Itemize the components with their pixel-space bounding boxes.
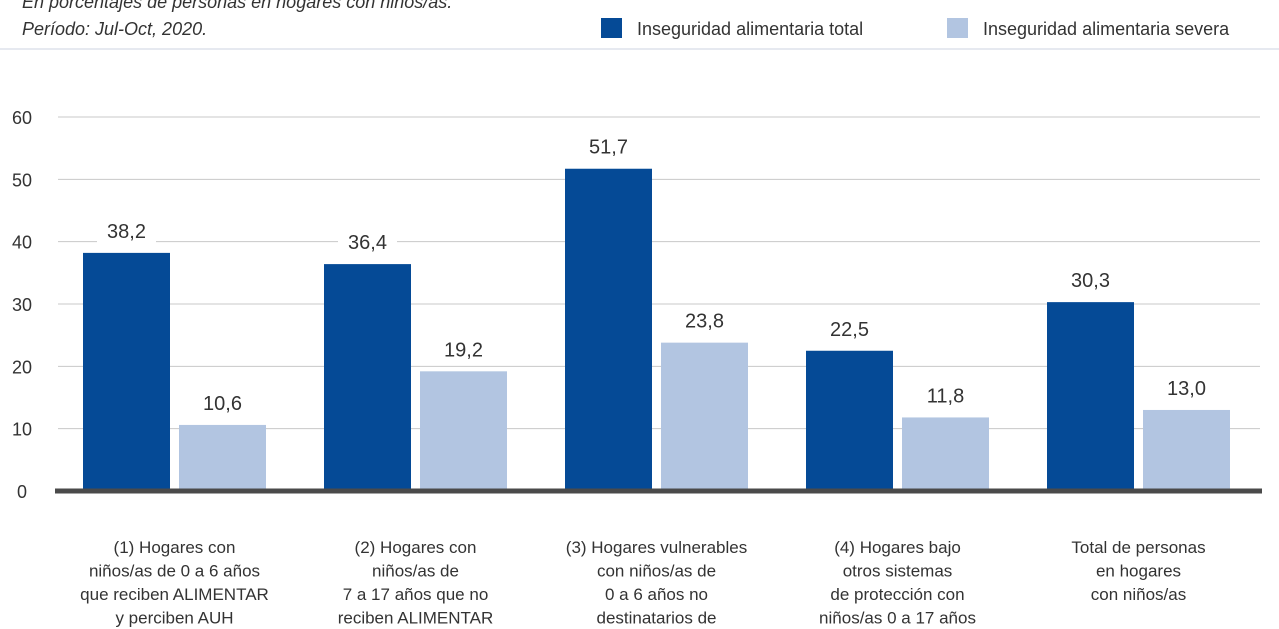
bar [902,417,989,491]
x-tick-label: niños/as 0 a 17 años [819,609,976,628]
value-label: 36,4 [348,232,387,254]
value-label: 30,3 [1071,270,1110,292]
bar [324,264,411,491]
bar [1047,302,1134,491]
value-label: 38,2 [107,221,146,243]
x-tick-label: niños/as de 0 a 6 años [89,562,260,581]
x-tick-label: reciben ALIMENTAR [338,609,494,628]
bar [420,371,507,491]
y-tick-label: 60 [12,108,32,128]
y-tick-label: 30 [12,295,32,315]
x-tick-label: destinatarios de [596,609,716,628]
subtitle: Período: Jul-Oct, 2020. [22,19,207,39]
label-bg [579,130,638,161]
x-tick-label: de protección con [830,585,964,604]
bar [806,350,893,491]
label-bg [97,214,156,245]
x-tick-label: (1) Hogares con [114,538,236,557]
value-label: 11,8 [927,385,964,407]
legend-label: Inseguridad alimentaria total [637,19,863,39]
bar [661,342,748,491]
x-tick-label: 7 a 17 años que no [343,585,489,604]
y-tick-label: 50 [12,170,32,190]
label-bg [916,379,975,410]
value-label: 19,2 [444,339,483,361]
x-tick-label: (3) Hogares vulnerables [566,538,747,557]
label-bg [1061,264,1120,295]
bar [565,168,652,491]
bar [83,252,170,491]
value-label: 51,7 [589,137,628,159]
bar [179,424,266,491]
label-bg [193,386,252,417]
value-label: 13,0 [1167,378,1206,400]
legend-swatch [601,18,622,38]
x-tick-label: con niños/as de [597,562,716,581]
subtitle: En porcentajes de personas en hogares co… [22,0,452,12]
x-tick-label: en hogares [1096,562,1181,581]
y-tick-label: 10 [12,420,32,440]
label-bg [675,304,734,335]
x-tick-label: Total de personas [1071,538,1205,557]
label-bg [434,333,493,364]
label-bg [338,226,397,257]
bar [1143,409,1230,491]
x-tick-label: y perciben AUH [115,609,233,628]
value-label: 22,5 [830,319,869,341]
x-tick-label: que reciben ALIMENTAR [80,585,269,604]
x-tick-label: otros sistemas [843,562,953,581]
x-tick-label: (2) Hogares con [355,538,477,557]
value-label: 23,8 [685,311,724,333]
legend-label: Inseguridad alimentaria severa [983,19,1230,39]
x-tick-label: niños/as de [372,562,459,581]
value-label: 10,6 [203,393,242,415]
y-tick-label: 20 [12,357,32,377]
legend-swatch [947,18,968,38]
y-tick-label: 40 [12,233,32,253]
label-bg [1157,371,1216,402]
x-tick-label: (4) Hogares bajo [834,538,961,557]
x-tick-label: 0 a 6 años no [605,585,708,604]
x-tick-label: con niños/as [1091,585,1186,604]
label-bg [820,312,879,343]
y-tick-label: 0 [17,482,27,502]
